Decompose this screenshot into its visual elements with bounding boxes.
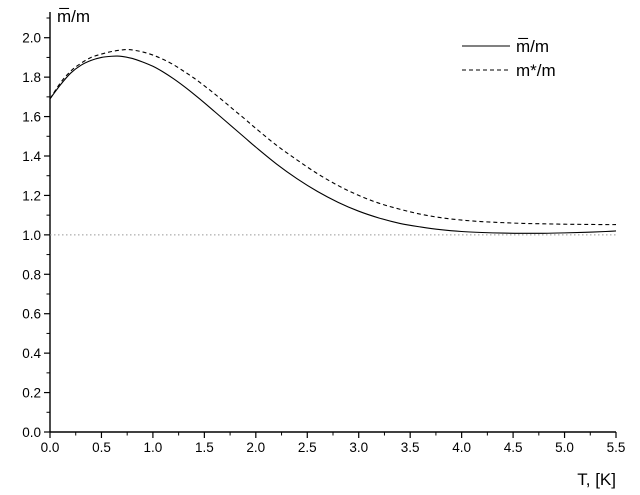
x-tick-label: 4.0 xyxy=(452,440,471,455)
x-tick-label: 5.5 xyxy=(607,440,626,455)
y-tick-label: 0.2 xyxy=(22,386,41,401)
x-tick-label: 0.0 xyxy=(41,440,60,455)
legend: m̅/m m*/m xyxy=(462,37,556,80)
series-layer xyxy=(49,48,617,236)
y-tick-label: 0.0 xyxy=(22,425,41,440)
ticks: 0.0 0.5 1.0 1.5 2.0 2.5 3.0 3.5 4.0 4.5 5.0 5.5 0.0 0… xyxy=(22,17,626,455)
y-tick-label: 1.6 xyxy=(22,110,41,125)
y-tick-label: 2.0 xyxy=(22,31,41,46)
x-axis-label: T, [K] xyxy=(577,470,616,489)
x-tick-label: 3.0 xyxy=(349,440,368,455)
x-tick-label: 2.0 xyxy=(246,440,265,455)
series-line-2 xyxy=(49,48,617,226)
y-tick-label: 0.6 xyxy=(22,307,41,322)
x-tick-label: 1.5 xyxy=(195,440,214,455)
x-tick-label: 4.5 xyxy=(504,440,523,455)
x-tick-label: 5.0 xyxy=(555,440,574,455)
y-tick-label: 1.4 xyxy=(22,149,41,164)
legend-label-2: m*/m xyxy=(516,61,556,80)
y-tick-label: 1.2 xyxy=(22,188,41,203)
y-tick-label: 0.4 xyxy=(22,346,41,361)
x-tick-label: 2.5 xyxy=(298,440,317,455)
y-tick-label: 1.0 xyxy=(22,228,41,243)
x-tick-label: 1.0 xyxy=(144,440,163,455)
x-tick-label: 0.5 xyxy=(92,440,111,455)
x-tick-label: 3.5 xyxy=(401,440,420,455)
y-tick-label: 1.8 xyxy=(22,70,41,85)
y-tick-label: 0.8 xyxy=(22,267,41,282)
legend-label-1: m̅/m xyxy=(516,37,549,56)
y-axis-label: m̅/m xyxy=(57,7,90,26)
series-line-1 xyxy=(49,55,617,234)
